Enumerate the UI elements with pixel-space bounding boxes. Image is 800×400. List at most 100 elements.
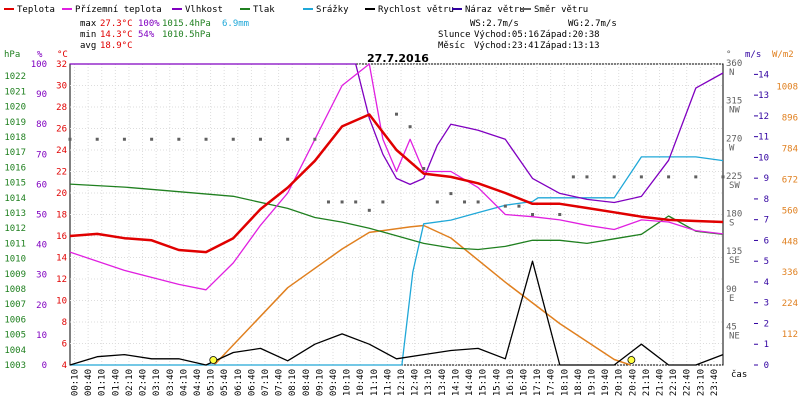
- series-line: [70, 156, 724, 366]
- x-tick-label: 22:40: [683, 369, 693, 396]
- pct-tick-label: 20: [36, 301, 47, 311]
- stats-wg: WG:2.7m/s: [568, 19, 617, 29]
- dir-name-label: SW: [729, 181, 740, 191]
- wm2-tick-label: 784: [782, 145, 798, 155]
- hpa-tick-label: 1017: [4, 148, 26, 158]
- dir-tick-label: 180: [726, 210, 742, 220]
- wind-dir-dot: [340, 200, 344, 204]
- legend-label: Náraz větru: [465, 5, 525, 15]
- x-tick-label: 02:10: [125, 369, 135, 396]
- hpa-tick-label: 1012: [4, 224, 26, 234]
- x-tick-label: 06:10: [234, 369, 244, 396]
- stats-sunrise: Východ:05:16: [474, 30, 539, 40]
- pct-tick-label: 60: [36, 180, 47, 190]
- wm2-tick-label: 224: [782, 299, 798, 309]
- series-line: [69, 63, 724, 291]
- wind-dir-dot: [408, 125, 412, 129]
- dir-name-label: E: [729, 294, 734, 304]
- axis-title-ms: m/s: [745, 50, 761, 60]
- legend: Teplota Přízemní teplota Vlhkost Tlak Srážky…: [4, 5, 588, 15]
- wind-dir-dot: [204, 137, 208, 141]
- ms-tick-label: 14: [758, 70, 769, 80]
- x-tick-label: 01:40: [111, 369, 121, 396]
- sunset-marker: [627, 356, 636, 364]
- axis-title-temp: °C: [57, 50, 68, 60]
- hpa-tick-label: 1011: [4, 239, 26, 249]
- hpa-tick-label: 1015: [4, 179, 26, 189]
- ms-tick-label: 8: [764, 195, 769, 205]
- wind-dir-dot: [721, 175, 725, 179]
- wind-dir-dot: [68, 137, 72, 141]
- x-tick-label: 15:10: [479, 369, 489, 396]
- stats-ws: WS:2.7m/s: [470, 19, 519, 29]
- pct-tick-label: 90: [36, 90, 47, 100]
- hpa-tick-label: 1016: [4, 163, 26, 173]
- x-tick-label: 20:40: [628, 369, 638, 396]
- dir-tick-label: 270: [726, 134, 742, 144]
- ms-tick-label: 7: [764, 216, 769, 226]
- ms-tick-label: 2: [764, 319, 769, 329]
- temp-tick-label: 16: [56, 232, 67, 242]
- legend-label: Rychlost větru: [378, 5, 454, 15]
- hpa-tick-label: 1020: [4, 103, 26, 113]
- stats-sun-label: Slunce: [438, 30, 471, 40]
- hpa-tick-label: 1003: [4, 361, 26, 371]
- axis-title-pct: %: [37, 50, 43, 60]
- x-tick-label: 15:40: [492, 369, 502, 396]
- axis-title-wm2: W/m2: [772, 50, 794, 60]
- axis-titles: hPa % °C ° m/s W/m2 čas: [4, 50, 794, 380]
- hpa-tick-label: 1022: [4, 72, 26, 82]
- x-tick-label: 19:40: [601, 369, 611, 396]
- temp-tick-label: 24: [56, 146, 67, 156]
- temp-tick-label: 22: [56, 168, 67, 178]
- pct-tick-label: 80: [36, 120, 47, 130]
- pct-tick-label: 40: [36, 241, 47, 251]
- legend-label: Směr větru: [534, 5, 588, 15]
- ms-tick-label: 0: [764, 361, 769, 371]
- hpa-tick-label: 1018: [4, 133, 26, 143]
- temp-tick-label: 8: [62, 318, 67, 328]
- x-tick-label: 16:10: [506, 369, 516, 396]
- x-tick-label: 12:10: [397, 369, 407, 396]
- x-tick-label: 18:10: [560, 369, 570, 396]
- ms-tick-label: 12: [758, 112, 769, 122]
- wind-dir-dot: [503, 204, 507, 208]
- hpa-tick-label: 1004: [4, 346, 26, 356]
- dir-name-label: S: [729, 219, 734, 229]
- wind-dir-dot: [122, 137, 126, 141]
- wind-dir-dot: [95, 137, 99, 141]
- x-tick-label: 07:40: [275, 369, 285, 396]
- x-tick-label: 04:40: [193, 369, 203, 396]
- wm2-tick-label: 560: [782, 206, 798, 216]
- stats-moonrise: Východ:23:41: [474, 41, 539, 51]
- stats-moonset: Západ:13:13: [540, 41, 600, 51]
- dir-tick-label: 225: [726, 172, 742, 182]
- wm2-tick-label: 1008: [776, 83, 798, 93]
- ms-tick-label: 10: [758, 153, 769, 163]
- stats-max-hum: 100%: [138, 19, 160, 29]
- series-line: [69, 183, 724, 251]
- hpa-tick-label: 1009: [4, 270, 26, 280]
- wind-dir-dot: [449, 192, 453, 196]
- x-tick-label: 18:40: [574, 369, 584, 396]
- wind-dir-dot: [231, 137, 235, 141]
- dir-tick-label: 45: [726, 322, 737, 332]
- axis-title-hpa: hPa: [4, 50, 20, 60]
- x-tick-label: 00:40: [84, 369, 94, 396]
- legend-label: Vlhkost: [185, 5, 223, 15]
- wm2-tick-label: 112: [782, 330, 798, 340]
- wind-dir-dot: [639, 175, 643, 179]
- temp-tick-label: 6: [62, 340, 67, 350]
- stats-max-temp: 27.3°C: [100, 19, 133, 29]
- x-tick-label: 09:10: [315, 369, 325, 396]
- wind-dir-dot: [585, 175, 589, 179]
- dir-name-label: NW: [729, 106, 740, 116]
- axis-title-dir: °: [726, 50, 731, 60]
- x-tick-label: 01:10: [98, 369, 108, 396]
- dir-name-label: W: [729, 143, 735, 153]
- temp-tick-label: 14: [56, 254, 67, 264]
- stats-max-label: max: [80, 19, 97, 29]
- x-tick-label: 12:40: [411, 369, 421, 396]
- dir-name-label: N: [729, 68, 734, 78]
